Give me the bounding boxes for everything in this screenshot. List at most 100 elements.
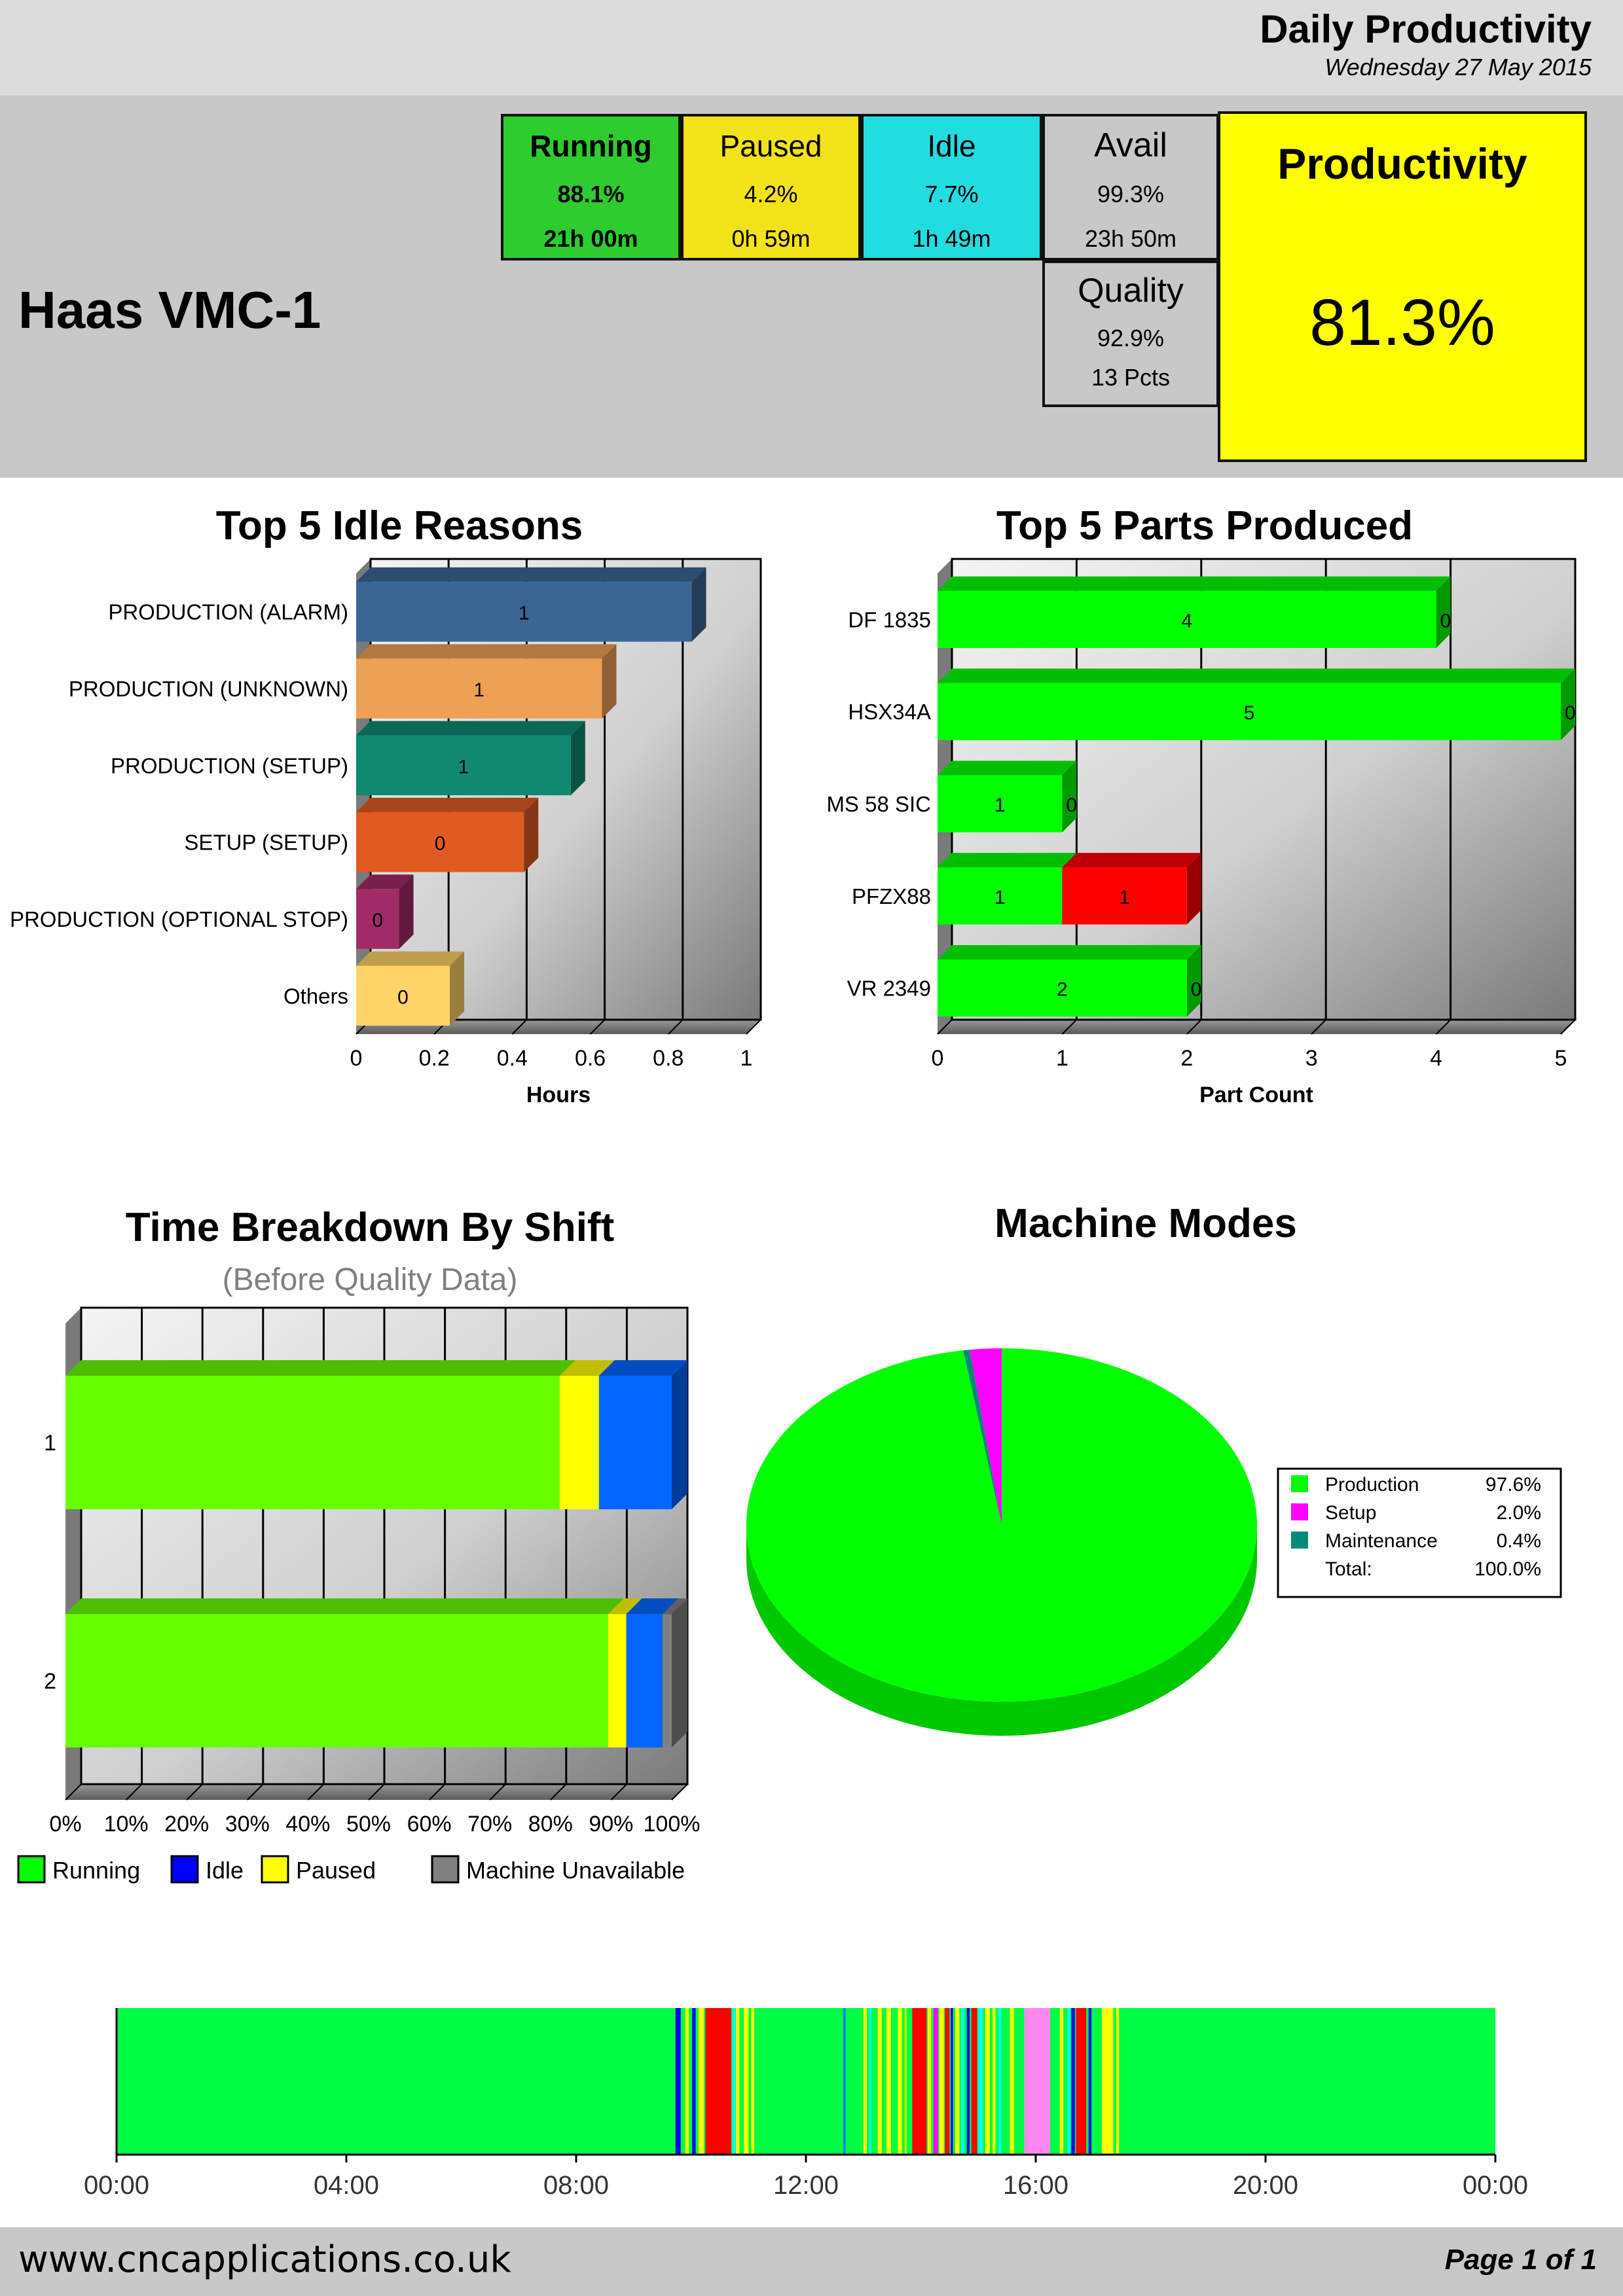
avail-duration: 23h 50m: [1084, 225, 1177, 252]
shift-x-tick-label: 0%: [49, 1812, 81, 1837]
footer-url[interactable]: www.cncapplications.co.uk: [18, 2238, 511, 2281]
shift-plot-border: [80, 1306, 689, 1785]
shift-x-tick-label: 100%: [644, 1812, 701, 1837]
idle-bar-side: [450, 951, 465, 1026]
parts-floor-line: [937, 1019, 953, 1035]
shift-floor-line: [307, 1784, 325, 1801]
running-label: Running: [530, 129, 652, 163]
pie-legend-label: Maintenance: [1325, 1530, 1438, 1552]
parts-bar-data-label: 1: [994, 887, 1006, 908]
idle-bar-face: [356, 735, 571, 796]
shift-bar-face: [626, 1614, 663, 1748]
parts-bar-top: [938, 944, 1201, 960]
shift-floor-line: [186, 1784, 203, 1801]
idle-bar-side: [399, 874, 414, 949]
machine-modes-pie: Production 97.6% Setup 2.0% Maintenance 0.4% T…: [746, 1348, 1562, 1736]
parts-bar-side: [1186, 944, 1201, 1017]
shift-floor-line: [65, 1784, 82, 1801]
parts-bar-data-label: 0: [1191, 979, 1202, 1001]
shift-bar-side: [672, 1598, 687, 1748]
timeline-tick-label: 08:00: [543, 2171, 609, 2200]
timeline-segment: [843, 2008, 846, 2155]
timeline-segment: [966, 2008, 970, 2155]
avail-label: Avail: [1094, 126, 1167, 164]
shift-floor-line: [247, 1784, 264, 1801]
pie-legend-swatch: [1291, 1475, 1308, 1492]
idle-stat-box: Idle 7.7% 1h 49m: [861, 114, 1042, 260]
timeline-segment: [1010, 2008, 1014, 2155]
idle-category-label: SETUP (SETUP): [184, 831, 348, 855]
idle-bar-face: [356, 581, 692, 642]
parts-bar-data-label: 4: [1181, 610, 1192, 632]
timeline-segment: [898, 2008, 902, 2155]
shift-bar-top: [598, 1360, 687, 1376]
parts-floor-line: [1061, 1019, 1078, 1035]
parts-bar-face: [938, 683, 1561, 740]
shift-bar-face: [559, 1376, 599, 1509]
pie-legend-swatch: [1291, 1503, 1308, 1520]
timeline-tick-label: 20:00: [1233, 2171, 1298, 2200]
idle-x-axis-label: Hours: [526, 1083, 591, 1107]
parts-x-tick-label: 5: [1555, 1046, 1567, 1071]
machine-modes-title: Machine Modes: [994, 1201, 1297, 1246]
parts-bar-data-label: 0: [1066, 795, 1077, 816]
shift-bar-top: [65, 1360, 575, 1376]
idle-bar-data-label: 0: [397, 986, 409, 1008]
idle-x-tick-label: 0.4: [497, 1046, 528, 1071]
timeline-segment: [1067, 2008, 1070, 2155]
timeline-segment: [985, 2008, 990, 2155]
parts-floor-line: [1435, 1019, 1451, 1035]
idle-x-tick-label: 0.8: [653, 1046, 684, 1071]
shift-category-label: 2: [44, 1669, 56, 1694]
timeline-segment: [1088, 2008, 1092, 2155]
idle-x-tick-label: 0: [350, 1046, 363, 1071]
shift-legend-swatch: [261, 1855, 289, 1884]
shift-x-tick-label: 80%: [528, 1812, 573, 1837]
parts-bar-face: [938, 775, 1063, 833]
paused-stat-box: Paused 4.2% 0h 59m: [681, 114, 861, 260]
parts-x-tick-label: 3: [1305, 1046, 1318, 1071]
parts-bar-face: [938, 959, 1187, 1017]
report-title: Daily Productivity: [1260, 7, 1592, 51]
shift-x-tick-label: 90%: [589, 1812, 633, 1837]
parts-bar-top: [1062, 853, 1201, 868]
parts-category-label: PFZX88: [852, 884, 931, 908]
parts-floor-line: [1186, 1019, 1202, 1035]
pie-side: [746, 1525, 1257, 1736]
idle-category-label: PRODUCTION (OPTIONAL STOP): [10, 907, 348, 931]
shift-x-tick-label: 60%: [407, 1812, 452, 1837]
idle-bar-side: [524, 797, 539, 872]
parts-bar-face: [938, 867, 1063, 925]
timeline-segment: [735, 2008, 740, 2155]
avail-stat-box: Avail 99.3% 23h 50m: [1042, 114, 1219, 260]
daily-timeline: 00:00 04:00 08:00 12:00 16:00 20:00 00:00: [84, 2008, 1528, 2200]
pie-slice-production: [746, 1348, 1257, 1702]
idle-bar-top: [356, 874, 414, 889]
idle-bar-side: [691, 567, 706, 642]
page-number: Page 1 of 1: [1444, 2244, 1597, 2276]
pie-slice-maintenance: [963, 1350, 1002, 1525]
running-duration: 21h 00m: [543, 225, 638, 252]
shift-legend-label: Machine Unavailable: [466, 1857, 685, 1884]
shift-legend-swatch: [17, 1855, 46, 1884]
idle-bar-data-label: 1: [473, 679, 484, 701]
paused-percent: 4.2%: [744, 181, 798, 207]
idle-bar-face: [356, 965, 450, 1026]
running-percent: 88.1%: [557, 181, 625, 207]
idle-bar-side: [570, 721, 585, 796]
shift-floor-line: [671, 1784, 688, 1801]
shift-legend-label: Paused: [296, 1857, 376, 1884]
parts-x-tick-label: 4: [1430, 1046, 1442, 1071]
shift-breakdown-subtitle: (Before Quality Data): [222, 1263, 518, 1297]
parts-bar-data-label: 0: [1440, 610, 1451, 632]
timeline-segment: [1024, 2008, 1050, 2155]
parts-bar-top: [938, 576, 1451, 591]
timeline-segment: [933, 2008, 938, 2155]
timeline-segment: [1059, 2008, 1064, 2155]
idle-category-label: PRODUCTION (ALARM): [108, 600, 348, 624]
idle-bar-face: [356, 812, 524, 872]
shift-floor-line: [368, 1784, 385, 1801]
parts-produced-chart: 0 1 2 3 4 5 Part Count 4 0 DF 1835 5 0 HSX34A 1 0 MS 58…: [826, 558, 1577, 1107]
idle-x-tick-label: 0.6: [575, 1046, 606, 1071]
